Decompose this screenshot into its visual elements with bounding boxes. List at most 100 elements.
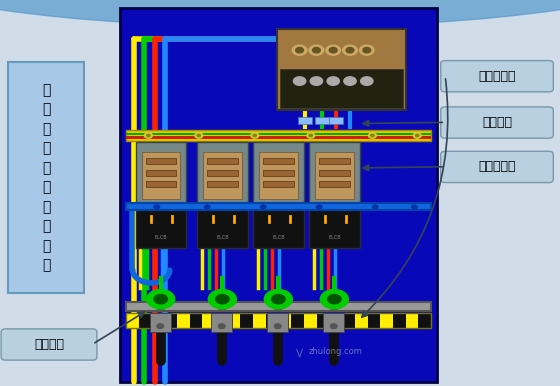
Bar <box>342 313 355 328</box>
FancyBboxPatch shape <box>1 329 97 360</box>
Circle shape <box>361 77 373 85</box>
Bar <box>418 313 431 328</box>
Circle shape <box>309 45 324 55</box>
Text: ELCB: ELCB <box>272 235 285 240</box>
Bar <box>304 313 317 328</box>
Circle shape <box>371 134 374 137</box>
Circle shape <box>296 47 304 53</box>
Bar <box>202 313 215 328</box>
Text: ELCB: ELCB <box>328 235 341 240</box>
Circle shape <box>273 303 283 310</box>
Circle shape <box>310 77 323 85</box>
Bar <box>240 313 253 328</box>
Bar <box>278 313 291 328</box>
Circle shape <box>154 205 160 209</box>
FancyBboxPatch shape <box>323 313 344 332</box>
FancyBboxPatch shape <box>146 158 176 164</box>
Bar <box>266 313 278 328</box>
Bar <box>215 313 228 328</box>
Circle shape <box>208 290 236 309</box>
Bar <box>329 313 342 328</box>
FancyBboxPatch shape <box>315 152 354 199</box>
FancyBboxPatch shape <box>146 170 176 176</box>
FancyBboxPatch shape <box>126 133 431 135</box>
FancyBboxPatch shape <box>267 313 288 332</box>
FancyBboxPatch shape <box>207 158 238 164</box>
Circle shape <box>144 133 152 138</box>
FancyBboxPatch shape <box>329 117 343 124</box>
FancyBboxPatch shape <box>298 117 312 124</box>
Circle shape <box>346 47 354 53</box>
FancyBboxPatch shape <box>253 205 304 248</box>
Circle shape <box>217 303 227 310</box>
Circle shape <box>251 133 259 138</box>
Circle shape <box>154 295 167 304</box>
Bar <box>126 313 431 328</box>
Bar <box>406 313 418 328</box>
FancyBboxPatch shape <box>126 130 431 141</box>
Circle shape <box>147 290 175 309</box>
Circle shape <box>316 205 322 209</box>
FancyBboxPatch shape <box>253 142 304 206</box>
Circle shape <box>157 324 164 328</box>
Circle shape <box>332 305 337 308</box>
FancyBboxPatch shape <box>319 181 350 187</box>
Circle shape <box>330 324 337 328</box>
FancyBboxPatch shape <box>136 142 186 206</box>
FancyBboxPatch shape <box>126 136 431 139</box>
Circle shape <box>360 45 374 55</box>
Circle shape <box>327 77 339 85</box>
Circle shape <box>343 45 357 55</box>
Bar <box>164 313 177 328</box>
Circle shape <box>220 305 225 308</box>
Circle shape <box>312 47 320 53</box>
Circle shape <box>307 133 315 138</box>
Circle shape <box>416 134 419 137</box>
FancyBboxPatch shape <box>315 117 329 124</box>
Text: 重复接地: 重复接地 <box>34 338 64 351</box>
Circle shape <box>344 77 356 85</box>
Circle shape <box>156 303 166 310</box>
Circle shape <box>147 134 150 137</box>
Bar <box>126 313 139 328</box>
FancyBboxPatch shape <box>441 61 553 92</box>
Bar <box>228 313 240 328</box>
Circle shape <box>413 133 421 138</box>
Circle shape <box>260 205 266 209</box>
Circle shape <box>216 295 229 304</box>
Text: 干包电缆头: 干包电缆头 <box>478 161 516 173</box>
Circle shape <box>329 303 339 310</box>
FancyBboxPatch shape <box>136 205 186 248</box>
Circle shape <box>158 305 163 308</box>
Circle shape <box>197 134 200 137</box>
FancyBboxPatch shape <box>309 142 360 206</box>
Circle shape <box>195 133 203 138</box>
Text: zhulong.com: zhulong.com <box>309 347 363 356</box>
Bar <box>190 313 202 328</box>
Circle shape <box>264 290 292 309</box>
Bar <box>317 313 329 328</box>
Bar <box>151 313 164 328</box>
Ellipse shape <box>0 0 560 27</box>
Circle shape <box>368 133 376 138</box>
Circle shape <box>204 205 210 209</box>
FancyBboxPatch shape <box>126 302 431 311</box>
Text: 总
配
电
柜
电
缆
接
线
方
法: 总 配 电 柜 电 缆 接 线 方 法 <box>42 83 50 272</box>
FancyBboxPatch shape <box>207 181 238 187</box>
Bar <box>393 313 406 328</box>
FancyBboxPatch shape <box>263 181 294 187</box>
FancyBboxPatch shape <box>441 107 553 138</box>
Circle shape <box>329 47 337 53</box>
Circle shape <box>272 295 285 304</box>
Circle shape <box>320 290 348 309</box>
Bar <box>380 313 393 328</box>
Text: ELCB: ELCB <box>216 235 229 240</box>
FancyBboxPatch shape <box>197 205 248 248</box>
Bar <box>291 313 304 328</box>
FancyBboxPatch shape <box>142 152 180 199</box>
FancyBboxPatch shape <box>120 8 437 382</box>
FancyBboxPatch shape <box>319 158 350 164</box>
FancyBboxPatch shape <box>263 158 294 164</box>
Bar <box>355 313 367 328</box>
FancyBboxPatch shape <box>259 152 298 199</box>
